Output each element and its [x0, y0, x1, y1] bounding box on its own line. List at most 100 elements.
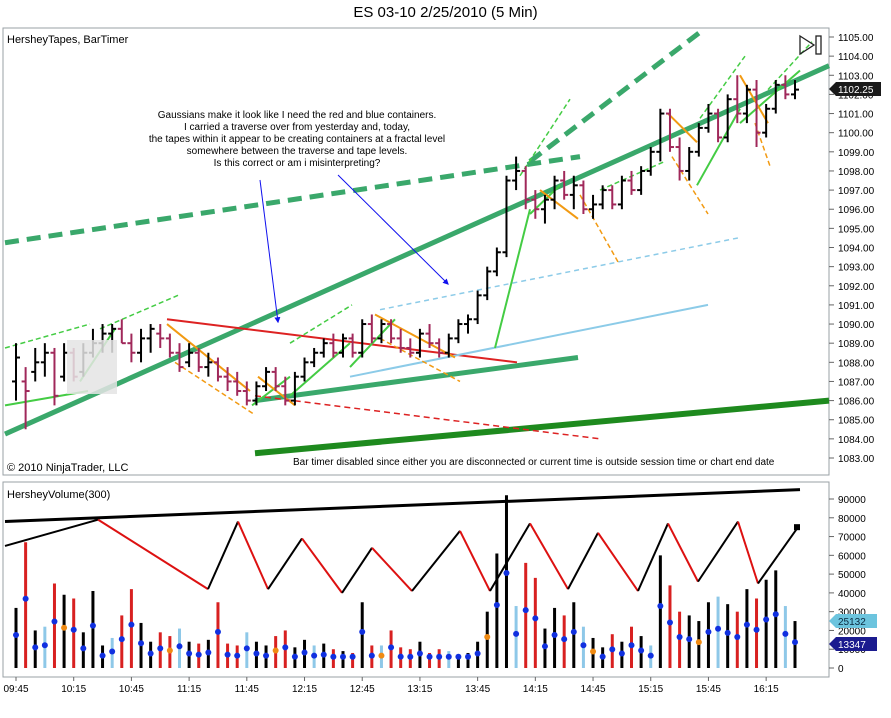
- volume-dot: [176, 643, 183, 650]
- volume-dot: [320, 651, 327, 658]
- volume-dot: [234, 652, 241, 659]
- time-tick-label: 15:15: [638, 684, 663, 695]
- annotation-arrow-right: [337, 174, 449, 285]
- blue-container-line: [349, 303, 709, 378]
- price-bar: [762, 103, 771, 138]
- volume-dot: [638, 647, 645, 654]
- volume-dot: [792, 639, 798, 646]
- time-tick-label: 13:45: [465, 684, 490, 695]
- volume-dot: [41, 642, 48, 649]
- price-bar: [550, 175, 559, 210]
- blue-container-dashed: [379, 237, 739, 311]
- pause-bar-icon[interactable]: [815, 35, 822, 55]
- price-tick-label: 1097.00: [838, 186, 875, 197]
- volume-dot: [224, 651, 231, 658]
- tape-line: [251, 375, 291, 407]
- traverse-upper-dashed: [4, 154, 581, 246]
- price-bar: [425, 324, 434, 348]
- time-tick-label: 10:45: [119, 684, 144, 695]
- price-bar: [569, 175, 578, 210]
- volume-dot: [214, 628, 221, 635]
- price-bar: [21, 367, 30, 430]
- volume-dot: [436, 653, 443, 660]
- volume-dot: [388, 644, 395, 651]
- playback-icon[interactable]: [799, 34, 822, 56]
- volume-dot: [359, 628, 366, 635]
- volume-tick-label: 50000: [838, 570, 866, 581]
- volume-dot: [772, 611, 779, 618]
- volume-dot: [109, 648, 116, 655]
- price-panel-label: HersheyTapes, BarTimer: [7, 34, 129, 46]
- volume-badge-1-text: 25132: [838, 617, 866, 628]
- volume-dot: [263, 652, 270, 659]
- volume-dot: [724, 629, 731, 636]
- tape-dashed: [99, 294, 179, 330]
- orange-tape-line: [374, 313, 456, 359]
- volume-dot: [186, 650, 193, 657]
- volume-dot: [503, 569, 510, 576]
- container-mid-line: [254, 355, 579, 404]
- price-bar: [233, 371, 242, 396]
- last-price-text: 1102.25: [838, 85, 874, 96]
- volume-swing-line: [459, 530, 491, 592]
- price-bar: [627, 170, 636, 195]
- price-tick-label: 1092.00: [838, 282, 875, 293]
- volume-dot: [80, 645, 87, 652]
- price-tick-label: 1086.00: [838, 397, 875, 408]
- volume-dot: [513, 630, 520, 637]
- volume-dot: [647, 652, 654, 659]
- time-tick-label: 09:45: [3, 684, 28, 695]
- volume-swing-line: [267, 537, 303, 590]
- volume-swing-line: [567, 532, 599, 590]
- volume-dot: [22, 595, 29, 602]
- volume-dot: [51, 618, 58, 625]
- annotation-text: Gaussians make it look like I need the r…: [149, 110, 445, 169]
- price-bar: [752, 80, 761, 148]
- price-bar: [464, 314, 473, 334]
- orange-tape-line: [739, 74, 769, 124]
- price-bar: [771, 80, 780, 114]
- price-tick-label: 1084.00: [838, 435, 875, 446]
- price-tick-label: 1101.00: [838, 110, 874, 121]
- last-price-badge: 1102.25: [829, 82, 881, 96]
- volume-swing-line: [411, 530, 461, 592]
- volume-dot: [32, 644, 39, 651]
- price-bar: [12, 343, 20, 401]
- volume-dot: [301, 649, 308, 656]
- price-bar: [560, 170, 569, 200]
- volume-tick-label: 0: [838, 664, 844, 675]
- volume-dot: [609, 646, 616, 653]
- annotation-line: I carried a traverse over from yesterday…: [184, 122, 410, 133]
- price-bar: [348, 333, 357, 358]
- price-bar: [281, 376, 290, 406]
- annotation-line: somewhere between the traverse and tape …: [187, 146, 408, 157]
- play-icon[interactable]: [799, 34, 816, 56]
- volume-dot: [705, 628, 712, 635]
- price-bar: [521, 166, 530, 210]
- volume-dot: [282, 644, 289, 651]
- price-tick-label: 1088.00: [838, 358, 875, 369]
- volume-dot: [561, 636, 568, 643]
- volume-dot: [541, 643, 548, 650]
- volume-panel[interactable]: [2, 481, 830, 678]
- volume-swing-line: [529, 522, 569, 590]
- volume-dot: [138, 640, 145, 647]
- price-bar: [531, 190, 540, 219]
- volume-dot: [599, 653, 606, 660]
- price-bar: [156, 324, 165, 348]
- price-bar: [483, 266, 492, 301]
- volume-tick-label: 60000: [838, 551, 866, 562]
- volume-panel-label: HersheyVolume(300): [7, 489, 110, 501]
- volume-tick-label: 70000: [838, 533, 866, 544]
- volume-dot: [378, 652, 385, 659]
- annotation-arrow-left: [259, 179, 281, 324]
- volume-dot: [676, 634, 683, 641]
- volume-dot: [465, 653, 472, 660]
- volume-dot: [205, 649, 212, 656]
- time-tick-label: 14:15: [523, 684, 548, 695]
- price-bar: [723, 94, 732, 143]
- volume-dot: [157, 645, 164, 652]
- volume-dot: [474, 650, 481, 657]
- price-tick-label: 1083.00: [838, 454, 875, 465]
